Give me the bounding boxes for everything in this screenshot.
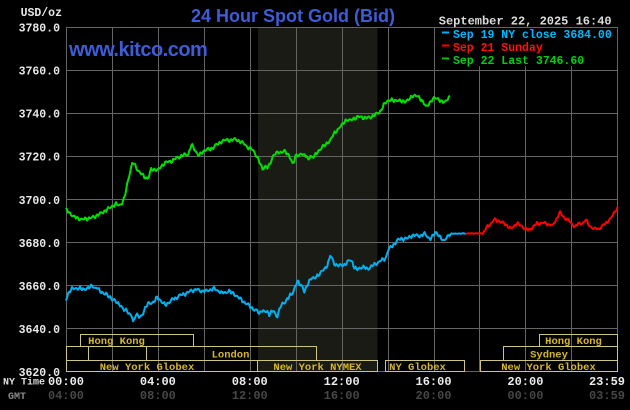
- svg-text:London: London: [212, 350, 250, 362]
- svg-text:20:00: 20:00: [416, 389, 452, 403]
- svg-text:3640.0: 3640.0: [19, 324, 61, 337]
- svg-text:08:00: 08:00: [140, 389, 176, 403]
- svg-text:NY Time: NY Time: [3, 377, 45, 389]
- svg-text:3740.0: 3740.0: [19, 109, 61, 122]
- svg-text:03:59: 03:59: [589, 389, 625, 403]
- svg-text:Hong Kong: Hong Kong: [545, 336, 602, 348]
- svg-text:12:00: 12:00: [324, 375, 360, 389]
- svg-text:www.kitco.com: www.kitco.com: [68, 39, 207, 61]
- svg-text:16:00: 16:00: [416, 375, 452, 389]
- svg-text:12:00: 12:00: [232, 389, 268, 403]
- svg-text:New York Globex: New York Globex: [501, 362, 596, 374]
- svg-text:3780.0: 3780.0: [19, 23, 61, 36]
- svg-text:24 Hour Spot Gold (Bid): 24 Hour Spot Gold (Bid): [191, 6, 395, 26]
- svg-text:New York Globex: New York Globex: [100, 362, 195, 374]
- svg-text:Sydney: Sydney: [530, 350, 569, 362]
- svg-text:16:00: 16:00: [324, 389, 360, 403]
- svg-text:20:00: 20:00: [507, 375, 543, 389]
- svg-text:3660.0: 3660.0: [19, 281, 61, 294]
- svg-text:Sep 22 Last 3746.60: Sep 22 Last 3746.60: [453, 55, 584, 68]
- svg-text:04:00: 04:00: [48, 389, 84, 403]
- svg-text:USD/oz: USD/oz: [21, 7, 63, 20]
- svg-text:3760.0: 3760.0: [19, 66, 61, 79]
- svg-text:08:00: 08:00: [232, 375, 268, 389]
- svg-text:23:59: 23:59: [589, 375, 625, 389]
- svg-text:Hong Kong: Hong Kong: [88, 336, 145, 348]
- svg-text:GMT: GMT: [8, 392, 26, 403]
- svg-text:September 22, 2025 16:40: September 22, 2025 16:40: [439, 14, 612, 28]
- svg-text:04:00: 04:00: [140, 375, 176, 389]
- svg-text:3700.0: 3700.0: [19, 195, 61, 208]
- svg-text:Sep 19 NY close 3684.00: Sep 19 NY close 3684.00: [453, 29, 612, 42]
- svg-text:00:00: 00:00: [507, 389, 543, 403]
- svg-text:3680.0: 3680.0: [19, 238, 61, 251]
- svg-text:00:00: 00:00: [48, 375, 84, 389]
- svg-text:3720.0: 3720.0: [19, 152, 61, 165]
- svg-text:New York NYMEX: New York NYMEX: [273, 362, 362, 374]
- svg-text:NY Globex: NY Globex: [389, 362, 446, 374]
- svg-text:Sep 21 Sunday: Sep 21 Sunday: [453, 42, 543, 55]
- svg-text:3620.0: 3620.0: [19, 367, 61, 380]
